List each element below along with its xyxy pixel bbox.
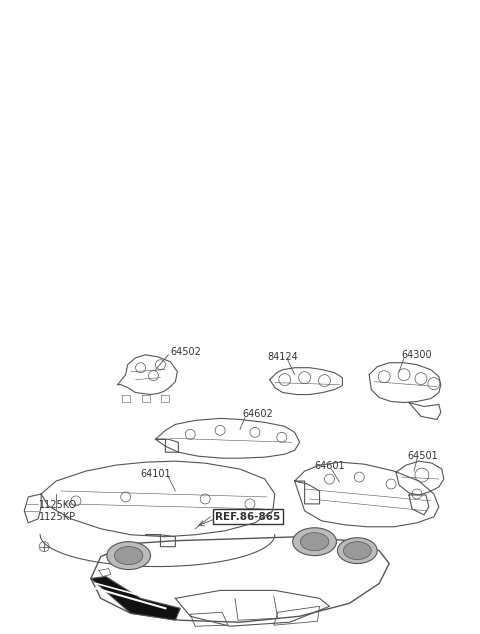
Text: 1125KO
1125KP: 1125KO 1125KP: [39, 500, 77, 522]
Ellipse shape: [293, 527, 336, 555]
Text: 64602: 64602: [242, 410, 273, 420]
Text: 64601: 64601: [314, 461, 345, 471]
Ellipse shape: [300, 533, 329, 551]
Polygon shape: [91, 576, 180, 620]
Text: 84124: 84124: [268, 352, 299, 362]
Text: 64101: 64101: [141, 469, 171, 479]
Text: 64502: 64502: [170, 347, 201, 357]
Text: REF.86-865: REF.86-865: [215, 512, 280, 522]
Ellipse shape: [343, 541, 371, 560]
Ellipse shape: [114, 547, 143, 565]
Ellipse shape: [337, 538, 377, 564]
Text: 64300: 64300: [401, 350, 432, 359]
Text: 64501: 64501: [407, 451, 438, 461]
Ellipse shape: [107, 541, 151, 569]
